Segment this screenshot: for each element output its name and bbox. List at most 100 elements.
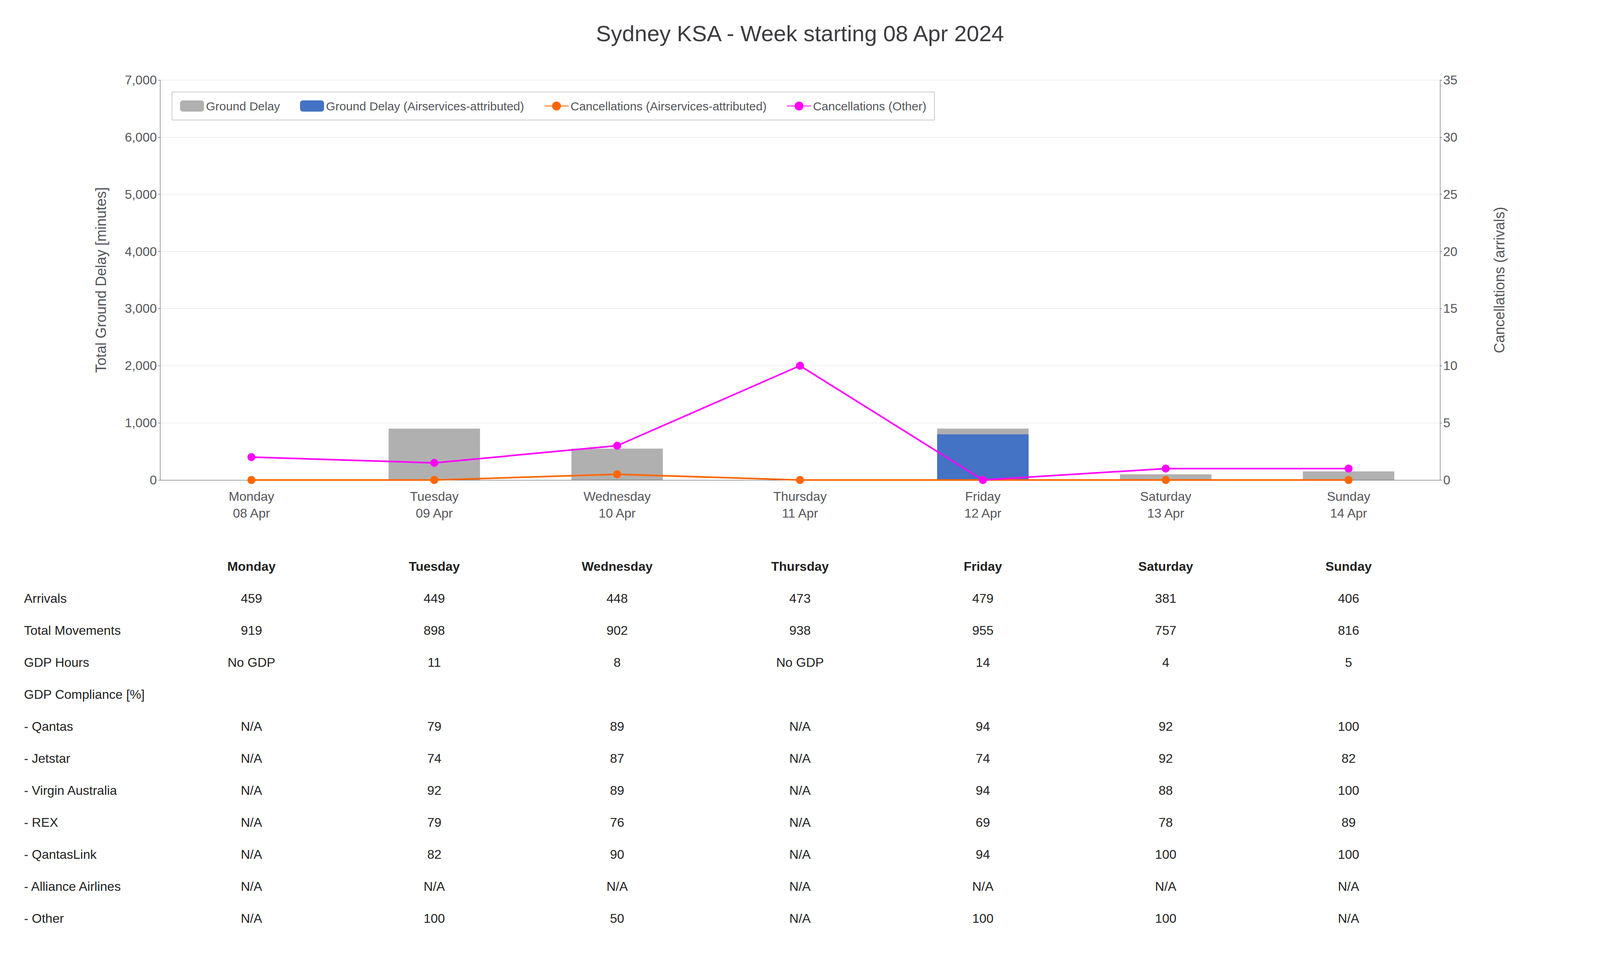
svg-text:No GDP: No GDP <box>227 655 276 670</box>
svg-text:76: 76 <box>610 815 625 830</box>
svg-text:N/A: N/A <box>789 879 811 894</box>
svg-text:11: 11 <box>427 655 441 670</box>
svg-text:09 Apr: 09 Apr <box>415 506 453 521</box>
svg-text:Total Movements: Total Movements <box>24 623 121 638</box>
svg-text:0: 0 <box>1443 472 1451 488</box>
svg-text:0: 0 <box>149 472 157 488</box>
svg-text:Sunday: Sunday <box>1325 559 1372 574</box>
svg-text:25: 25 <box>1443 187 1458 202</box>
svg-text:N/A: N/A <box>240 911 263 926</box>
svg-text:Tuesday: Tuesday <box>410 489 459 504</box>
svg-text:- QantasLink: - QantasLink <box>24 847 97 862</box>
svg-text:11 Apr: 11 Apr <box>782 506 818 521</box>
svg-text:Cancellations (arrivals): Cancellations (arrivals) <box>1491 206 1508 354</box>
svg-text:35: 35 <box>1443 72 1458 88</box>
svg-text:89: 89 <box>1341 815 1356 830</box>
svg-text:N/A: N/A <box>240 847 263 862</box>
svg-text:919: 919 <box>240 623 262 638</box>
svg-text:79: 79 <box>427 815 442 830</box>
svg-text:92: 92 <box>1158 751 1173 766</box>
svg-text:8: 8 <box>613 655 621 670</box>
svg-text:Ground Delay (Airservices-attr: Ground Delay (Airservices-attributed) <box>326 99 524 113</box>
svg-text:381: 381 <box>1155 591 1177 606</box>
svg-text:938: 938 <box>789 623 811 638</box>
svg-text:Thursday: Thursday <box>771 559 829 574</box>
svg-text:Wednesday: Wednesday <box>583 489 651 504</box>
svg-text:87: 87 <box>610 751 625 766</box>
svg-text:82: 82 <box>427 847 442 862</box>
svg-text:14 Apr: 14 Apr <box>1330 506 1368 521</box>
svg-text:Monday: Monday <box>227 559 276 574</box>
svg-text:7,000: 7,000 <box>124 72 157 88</box>
svg-text:N/A: N/A <box>240 751 263 766</box>
svg-text:N/A: N/A <box>1338 879 1360 894</box>
svg-text:N/A: N/A <box>240 783 263 798</box>
svg-text:2,000: 2,000 <box>124 358 157 373</box>
svg-text:N/A: N/A <box>789 719 811 734</box>
svg-text:N/A: N/A <box>1338 911 1360 926</box>
svg-text:816: 816 <box>1338 623 1360 638</box>
svg-text:30: 30 <box>1443 130 1458 145</box>
svg-text:88: 88 <box>1158 783 1173 798</box>
svg-text:92: 92 <box>1158 719 1173 734</box>
svg-text:N/A: N/A <box>789 911 811 926</box>
svg-text:Tuesday: Tuesday <box>408 559 460 574</box>
svg-text:89: 89 <box>610 783 625 798</box>
svg-text:13 Apr: 13 Apr <box>1147 506 1185 521</box>
svg-text:08 Apr: 08 Apr <box>232 506 270 521</box>
svg-text:94: 94 <box>975 783 990 798</box>
svg-text:757: 757 <box>1155 623 1177 638</box>
svg-text:10 Apr: 10 Apr <box>598 506 636 521</box>
svg-text:459: 459 <box>240 591 262 606</box>
svg-text:Friday: Friday <box>963 559 1002 574</box>
svg-text:94: 94 <box>975 847 990 862</box>
svg-text:N/A: N/A <box>240 879 263 894</box>
svg-text:Saturday: Saturday <box>1138 559 1194 574</box>
svg-text:5,000: 5,000 <box>124 187 157 202</box>
svg-text:898: 898 <box>423 623 445 638</box>
svg-text:902: 902 <box>606 623 628 638</box>
svg-text:GDP Compliance [%]: GDP Compliance [%] <box>24 687 145 702</box>
svg-text:Sydney KSA - Week starting 08: Sydney KSA - Week starting 08 Apr 2024 <box>596 20 1004 46</box>
svg-text:955: 955 <box>972 623 994 638</box>
svg-text:78: 78 <box>1158 815 1173 830</box>
svg-text:Sunday: Sunday <box>1326 489 1371 504</box>
svg-text:6,000: 6,000 <box>124 130 157 145</box>
svg-text:Ground Delay: Ground Delay <box>206 99 280 113</box>
svg-text:74: 74 <box>975 751 990 766</box>
svg-text:Total Ground Delay [minutes]: Total Ground Delay [minutes] <box>92 187 110 373</box>
svg-text:479: 479 <box>972 591 994 606</box>
svg-text:90: 90 <box>610 847 625 862</box>
svg-text:N/A: N/A <box>606 879 628 894</box>
svg-text:- Qantas: - Qantas <box>24 719 74 734</box>
svg-text:3,000: 3,000 <box>124 301 157 316</box>
svg-text:15: 15 <box>1443 301 1458 316</box>
svg-text:Cancellations (Airservices-att: Cancellations (Airservices-attributed) <box>570 99 767 113</box>
svg-text:100: 100 <box>423 911 445 926</box>
svg-text:N/A: N/A <box>789 783 811 798</box>
svg-text:- Alliance Airlines: - Alliance Airlines <box>24 879 121 894</box>
svg-text:Wednesday: Wednesday <box>581 559 653 574</box>
svg-text:4: 4 <box>1162 655 1170 670</box>
svg-text:1,000: 1,000 <box>124 415 157 430</box>
svg-text:N/A: N/A <box>240 719 263 734</box>
svg-text:GDP Hours: GDP Hours <box>24 655 90 670</box>
svg-text:82: 82 <box>1341 751 1356 766</box>
svg-text:N/A: N/A <box>1155 879 1177 894</box>
svg-text:100: 100 <box>1155 911 1177 926</box>
svg-text:- Jetstar: - Jetstar <box>24 751 71 766</box>
svg-text:473: 473 <box>789 591 811 606</box>
svg-text:- Other: - Other <box>24 911 64 926</box>
svg-text:14: 14 <box>975 655 990 670</box>
svg-text:100: 100 <box>1338 847 1360 862</box>
svg-text:N/A: N/A <box>240 815 263 830</box>
svg-text:20: 20 <box>1443 244 1458 259</box>
svg-text:100: 100 <box>1338 719 1360 734</box>
svg-text:89: 89 <box>610 719 625 734</box>
svg-text:448: 448 <box>606 591 628 606</box>
svg-text:N/A: N/A <box>423 879 446 894</box>
svg-text:5: 5 <box>1443 415 1451 430</box>
svg-text:N/A: N/A <box>789 751 811 766</box>
svg-text:N/A: N/A <box>972 879 994 894</box>
svg-text:Friday: Friday <box>965 489 1001 504</box>
